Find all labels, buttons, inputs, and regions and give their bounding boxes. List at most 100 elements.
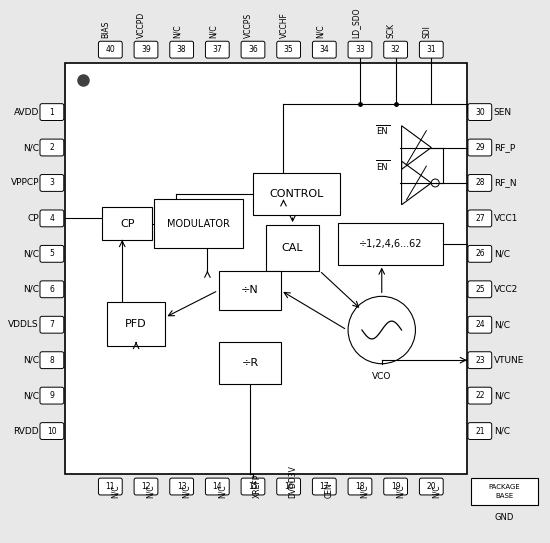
Text: N/C: N/C: [395, 485, 405, 498]
Text: 6: 6: [50, 285, 54, 294]
FancyBboxPatch shape: [40, 422, 64, 439]
FancyBboxPatch shape: [98, 41, 122, 58]
Text: 17: 17: [320, 482, 329, 491]
FancyBboxPatch shape: [98, 478, 122, 495]
Text: N/C: N/C: [182, 485, 191, 498]
Text: 7: 7: [50, 320, 54, 329]
FancyBboxPatch shape: [40, 210, 64, 227]
FancyBboxPatch shape: [206, 478, 229, 495]
Text: VPPCP: VPPCP: [10, 179, 39, 187]
Text: 37: 37: [212, 45, 222, 54]
Text: 14: 14: [212, 482, 222, 491]
Bar: [154, 199, 243, 248]
Text: 27: 27: [475, 214, 485, 223]
Text: N/C: N/C: [23, 356, 39, 365]
Bar: [219, 342, 280, 383]
Text: N/C: N/C: [23, 249, 39, 258]
Text: 23: 23: [475, 356, 485, 365]
Text: 36: 36: [248, 45, 258, 54]
Text: 5: 5: [50, 249, 54, 258]
Text: 10: 10: [47, 427, 57, 435]
Text: 22: 22: [475, 391, 485, 400]
Bar: [471, 478, 538, 506]
Text: N/C: N/C: [494, 391, 510, 400]
Text: 33: 33: [355, 45, 365, 54]
Text: N/C: N/C: [494, 427, 510, 435]
FancyBboxPatch shape: [170, 41, 194, 58]
FancyBboxPatch shape: [468, 422, 492, 439]
Text: RF_P: RF_P: [494, 143, 515, 152]
Text: 20: 20: [426, 482, 436, 491]
Text: SDI: SDI: [422, 25, 431, 38]
Bar: [338, 223, 443, 264]
FancyBboxPatch shape: [40, 245, 64, 262]
Text: VCC2: VCC2: [494, 285, 518, 294]
Text: CAL: CAL: [282, 243, 304, 253]
Text: 38: 38: [177, 45, 186, 54]
FancyBboxPatch shape: [348, 478, 372, 495]
Text: N/C: N/C: [217, 485, 226, 498]
Text: RVDD: RVDD: [13, 427, 39, 435]
Text: N/C: N/C: [23, 285, 39, 294]
FancyBboxPatch shape: [420, 41, 443, 58]
Text: RF_N: RF_N: [494, 179, 516, 187]
Text: ÷R: ÷R: [241, 358, 258, 368]
Text: CONTROL: CONTROL: [270, 190, 324, 199]
FancyBboxPatch shape: [384, 41, 408, 58]
Text: 12: 12: [141, 482, 151, 491]
Text: 18: 18: [355, 482, 365, 491]
FancyBboxPatch shape: [241, 478, 265, 495]
FancyBboxPatch shape: [170, 478, 194, 495]
FancyBboxPatch shape: [348, 41, 372, 58]
Text: ÷N: ÷N: [241, 286, 259, 295]
Text: 28: 28: [475, 179, 485, 187]
Text: 40: 40: [106, 45, 115, 54]
Text: DVDD3V: DVDD3V: [289, 465, 298, 498]
Text: 29: 29: [475, 143, 485, 152]
FancyBboxPatch shape: [468, 317, 492, 333]
Text: VCCPS: VCCPS: [244, 12, 253, 38]
Text: 16: 16: [284, 482, 294, 491]
Text: 9: 9: [50, 391, 54, 400]
Text: N/C: N/C: [111, 485, 119, 498]
Text: 2: 2: [50, 143, 54, 152]
FancyBboxPatch shape: [420, 478, 443, 495]
FancyBboxPatch shape: [468, 387, 492, 404]
Bar: [102, 207, 152, 240]
Text: EN: EN: [376, 162, 387, 172]
FancyBboxPatch shape: [468, 281, 492, 298]
Text: 3: 3: [50, 179, 54, 187]
Text: N/C: N/C: [146, 485, 155, 498]
FancyBboxPatch shape: [468, 174, 492, 191]
FancyBboxPatch shape: [468, 245, 492, 262]
Text: BASE: BASE: [496, 494, 514, 500]
FancyBboxPatch shape: [312, 41, 336, 58]
Text: N/C: N/C: [494, 320, 510, 329]
Text: SEN: SEN: [494, 108, 512, 117]
Text: LD_SDO: LD_SDO: [351, 7, 360, 38]
Text: SCK: SCK: [387, 23, 395, 38]
FancyBboxPatch shape: [277, 41, 300, 58]
Text: 30: 30: [475, 108, 485, 117]
Text: PACKAGE: PACKAGE: [489, 483, 520, 490]
Text: N/C: N/C: [23, 391, 39, 400]
Text: N/C: N/C: [494, 249, 510, 258]
FancyBboxPatch shape: [40, 387, 64, 404]
FancyBboxPatch shape: [468, 210, 492, 227]
FancyBboxPatch shape: [40, 139, 64, 156]
Text: N/C: N/C: [23, 143, 39, 152]
Text: VDDLS: VDDLS: [8, 320, 39, 329]
Text: VCCPD: VCCPD: [137, 11, 146, 38]
FancyBboxPatch shape: [468, 352, 492, 369]
Text: 8: 8: [50, 356, 54, 365]
Text: PFD: PFD: [125, 319, 147, 329]
Bar: [107, 302, 165, 346]
Text: VCC1: VCC1: [494, 214, 518, 223]
Bar: [253, 174, 340, 215]
Text: ÷1,2,4,6...62: ÷1,2,4,6...62: [359, 239, 422, 249]
FancyBboxPatch shape: [134, 41, 158, 58]
Text: 11: 11: [106, 482, 115, 491]
Text: CP: CP: [28, 214, 39, 223]
FancyBboxPatch shape: [241, 41, 265, 58]
FancyBboxPatch shape: [40, 281, 64, 298]
